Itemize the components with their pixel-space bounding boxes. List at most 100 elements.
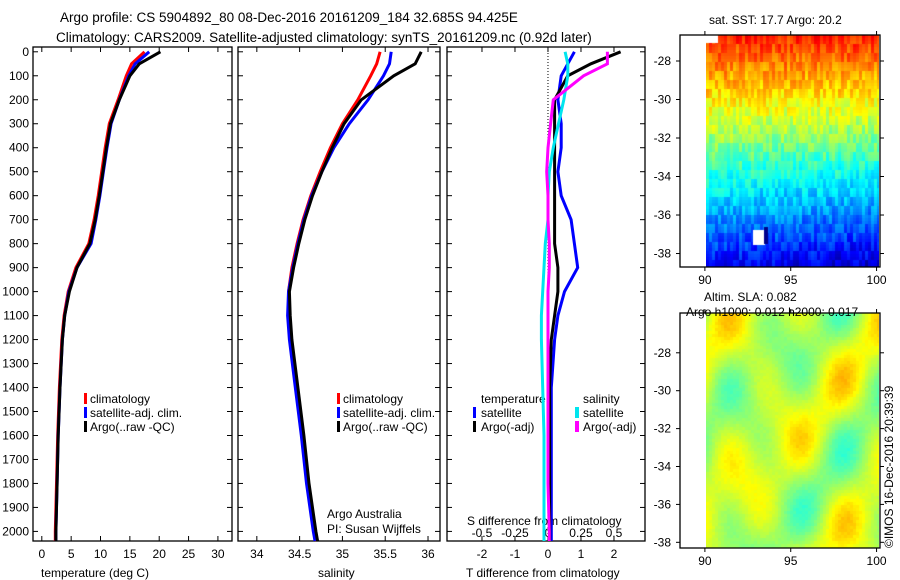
depth-tick-label: 1900 — [2, 500, 29, 514]
lat-tick-label: -30 — [654, 92, 672, 106]
lat-tick-label: -28 — [654, 54, 672, 68]
x-tick-label: 10 — [94, 547, 108, 561]
lat-tick-label: -32 — [654, 422, 672, 436]
lon-tick-label: 100 — [867, 273, 887, 287]
legend-label: climatology — [343, 392, 403, 406]
depth-tick-label: 0 — [22, 45, 29, 59]
temperature-panel: 0100200300400500600700800900100011001200… — [2, 45, 233, 561]
legend-label: satellite-adj. clim. — [90, 406, 182, 420]
lat-tick-label: -32 — [654, 131, 672, 145]
depth-tick-label: 1500 — [2, 405, 29, 419]
profile-legend-salinity: climatology satellite-adj. clim. Argo(..… — [337, 392, 435, 434]
lat-tick-label: -30 — [654, 384, 672, 398]
lat-tick-label: -36 — [654, 208, 672, 222]
depth-tick-label: 1300 — [2, 357, 29, 371]
sla-map-frame — [679, 312, 881, 549]
x-tick-label: -2 — [477, 547, 488, 561]
credit-line1: Argo Australia — [327, 507, 402, 521]
legend-label: satellite — [481, 406, 522, 420]
legend-swatch-climatology — [84, 393, 87, 404]
x-tick-label: 1 — [578, 547, 585, 561]
depth-tick-label: 800 — [9, 237, 29, 251]
lon-tick-label: 95 — [784, 273, 798, 287]
legend-label: satellite — [583, 406, 624, 420]
lat-tick-label: -36 — [654, 497, 672, 511]
x-tick-label: -1 — [510, 547, 521, 561]
legend-label: Argo(-adj) — [583, 420, 636, 434]
legend-swatch-t-argo — [473, 421, 476, 432]
depth-tick-label: 1800 — [2, 476, 29, 490]
s-diff-tick-label: -0.5 — [472, 526, 493, 540]
x-tick-label: 0 — [38, 547, 45, 561]
depth-tick-label: 400 — [9, 141, 29, 155]
depth-tick-label: 1200 — [2, 333, 29, 347]
legend-label: climatology — [90, 392, 150, 406]
depth-tick-label: 1600 — [2, 428, 29, 442]
x-tick-label: 30 — [211, 547, 225, 561]
series-line-argo-adj — [545, 51, 609, 541]
legend-swatch-s-satellite — [575, 407, 579, 418]
series-line-satellite-adj-clim — [286, 51, 393, 542]
x-tick-label: 25 — [182, 547, 196, 561]
s-diff-tick-label: -0.25 — [501, 526, 529, 540]
legend-header-salinity: salinity — [583, 392, 620, 406]
tdiff-xlabel: T difference from climatology — [466, 566, 620, 580]
legend-header-temperature: temperature — [481, 392, 546, 406]
depth-tick-label: 600 — [9, 189, 29, 203]
depth-tick-label: 300 — [9, 117, 29, 131]
x-tick-label: 5 — [68, 547, 75, 561]
salinity-panel: 34 34.5 35 35.5 36 — [237, 46, 441, 561]
legend-label: satellite-adj. clim. — [343, 406, 435, 420]
depth-tick-label: 1700 — [2, 452, 29, 466]
depth-tick-label: 500 — [9, 165, 29, 179]
title-line1: Argo profile: CS 5904892_80 08-Dec-2016 … — [60, 10, 518, 25]
profile-legend-temperature: climatology satellite-adj. clim. Argo(..… — [84, 392, 182, 434]
lat-tick-label: -38 — [654, 247, 672, 261]
x-tick-label: 15 — [123, 547, 137, 561]
depth-tick-label: 1000 — [2, 285, 29, 299]
legend-swatch-argo — [84, 421, 87, 432]
lat-tick-label: -28 — [654, 346, 672, 360]
depth-tick-label: 100 — [9, 69, 29, 83]
title-line2: Climatology: CARS2009. Satellite-adjuste… — [56, 30, 592, 45]
credit-line2: PI: Susan Wijffels — [327, 522, 421, 536]
imos-stamp: ©IMOS 16-Dec-2016 20:39:39 — [882, 385, 896, 548]
x-tick-label: 35.5 — [374, 547, 398, 561]
lat-tick-label: -38 — [654, 535, 672, 549]
legend-swatch-climatology — [337, 393, 340, 404]
sst-map-axes: 90 95 100 -28 -30 -32 -34 -36 -38 — [654, 31, 887, 287]
legend-label: Argo(..raw -QC) — [343, 420, 428, 434]
x-tick-label: 34.5 — [288, 547, 312, 561]
salinity-axes-frame — [237, 46, 441, 542]
series-line-satellite — [539, 51, 570, 541]
series-line-climatology — [286, 51, 382, 542]
depth-tick-label: 1100 — [3, 309, 29, 323]
x-tick-label: 20 — [153, 547, 167, 561]
difference-axes-frame — [446, 46, 646, 542]
x-tick-label: 2 — [611, 547, 618, 561]
lat-tick-label: -34 — [654, 460, 672, 474]
depth-tick-label: 700 — [9, 213, 29, 227]
sla-heatmap — [706, 313, 879, 548]
salinity-xlabel: salinity — [318, 566, 355, 580]
legend-swatch-argo — [337, 421, 340, 432]
series-line-satellite — [549, 51, 580, 541]
temperature-xlabel: temperature (deg C) — [41, 566, 149, 580]
lat-tick-label: -34 — [654, 170, 672, 184]
depth-tick-label: 200 — [9, 93, 29, 107]
lon-tick-label: 95 — [784, 554, 798, 568]
sla-map-axes: 90 95 100 -28 -30 -32 -34 -36 -38 — [654, 309, 887, 568]
legend-swatch-satellite — [84, 407, 87, 418]
lon-tick-label: 90 — [698, 273, 712, 287]
depth-tick-label: 1400 — [2, 381, 29, 395]
legend-label: Argo(-adj) — [481, 420, 534, 434]
series-line-argo-raw-qc — [287, 51, 423, 542]
sla-map-title2: Argo h1000: 0.012 h2000: 0.017 — [686, 305, 858, 319]
depth-tick-label: 900 — [9, 261, 29, 275]
sst-map-title: sat. SST: 17.7 Argo: 20.2 — [709, 13, 842, 27]
lon-tick-label: 100 — [867, 554, 887, 568]
legend-swatch-satellite — [337, 407, 340, 418]
temperature-axes-frame — [32, 46, 233, 542]
